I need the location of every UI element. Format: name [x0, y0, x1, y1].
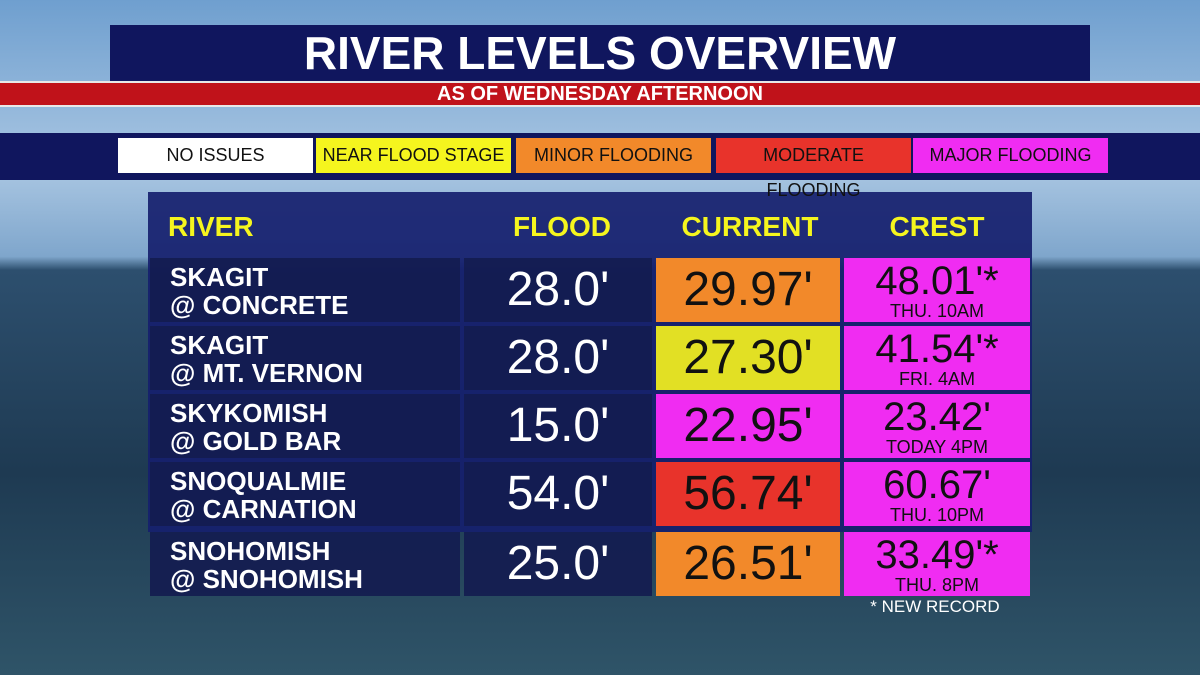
crest-value: 33.49'*	[875, 533, 999, 577]
column-header: CURRENT	[681, 211, 819, 242]
legend-item: MODERATE FLOODING	[716, 138, 911, 200]
river-name: SKAGIT	[170, 330, 269, 360]
crest-time: FRI. 4AM	[898, 369, 975, 389]
column-header: CREST	[889, 211, 985, 242]
crest-time: THU. 10AM	[889, 301, 985, 321]
column-header: FLOOD	[513, 211, 611, 242]
current-cell: 29.97'	[656, 258, 840, 322]
crest-time: TODAY 4PM	[885, 437, 989, 457]
flood-cell: 25.0'	[464, 532, 652, 596]
legend-item: NO ISSUES	[118, 138, 313, 173]
crest-cell: 60.67' THU. 10PM	[844, 462, 1030, 526]
river-name: SNOHOMISH	[170, 536, 331, 566]
legend-item: NEAR FLOOD STAGE	[316, 138, 511, 173]
footnote: * NEW RECORD	[870, 597, 1000, 616]
river-cell: SKAGIT @ MT. VERNON	[150, 326, 460, 390]
river-name: SKAGIT	[170, 262, 269, 292]
river-cell: SNOQUALMIE @ CARNATION	[150, 462, 460, 526]
river-name: @ MT. VERNON	[170, 358, 363, 388]
flood-cell: 54.0'	[464, 462, 652, 526]
column-header: RIVER	[168, 211, 254, 242]
subtitle-band	[0, 81, 1200, 107]
crest-cell: 23.42' TODAY 4PM	[844, 394, 1030, 458]
legend-item: MINOR FLOODING	[516, 138, 711, 173]
crest-value: 60.67'	[883, 463, 991, 507]
crest-value: 48.01'*	[875, 259, 999, 303]
river-name: SKYKOMISH	[170, 398, 328, 428]
subtitle: AS OF WEDNESDAY AFTERNOON	[437, 83, 763, 105]
current-cell: 56.74'	[656, 462, 840, 526]
river-name: @ CONCRETE	[170, 290, 349, 320]
flood-cell: 28.0'	[464, 326, 652, 390]
current-cell: 26.51'	[656, 532, 840, 596]
crest-cell: 48.01'* THU. 10AM	[844, 258, 1030, 322]
current-cell: 22.95'	[656, 394, 840, 458]
river-name: SNOQUALMIE	[170, 466, 347, 496]
river-cell: SNOHOMISH @ SNOHOMISH	[150, 532, 460, 596]
river-name: @ GOLD BAR	[170, 426, 342, 456]
crest-cell: 41.54'* FRI. 4AM	[844, 326, 1030, 390]
current-cell: 27.30'	[656, 326, 840, 390]
river-name: @ SNOHOMISH	[170, 564, 363, 594]
crest-time: THU. 10PM	[889, 505, 985, 525]
flood-cell: 15.0'	[464, 394, 652, 458]
river-cell: SKAGIT @ CONCRETE	[150, 258, 460, 322]
crest-value: 41.54'*	[875, 327, 999, 371]
river-cell: SKYKOMISH @ GOLD BAR	[150, 394, 460, 458]
crest-value: 23.42'	[883, 395, 991, 439]
title: RIVER LEVELS OVERVIEW	[110, 25, 1090, 81]
flood-cell: 28.0'	[464, 258, 652, 322]
legend-item: MAJOR FLOODING	[913, 138, 1108, 173]
river-name: @ CARNATION	[170, 494, 357, 524]
crest-cell: 33.49'* THU. 8PM	[844, 532, 1030, 596]
crest-time: THU. 8PM	[894, 575, 979, 595]
